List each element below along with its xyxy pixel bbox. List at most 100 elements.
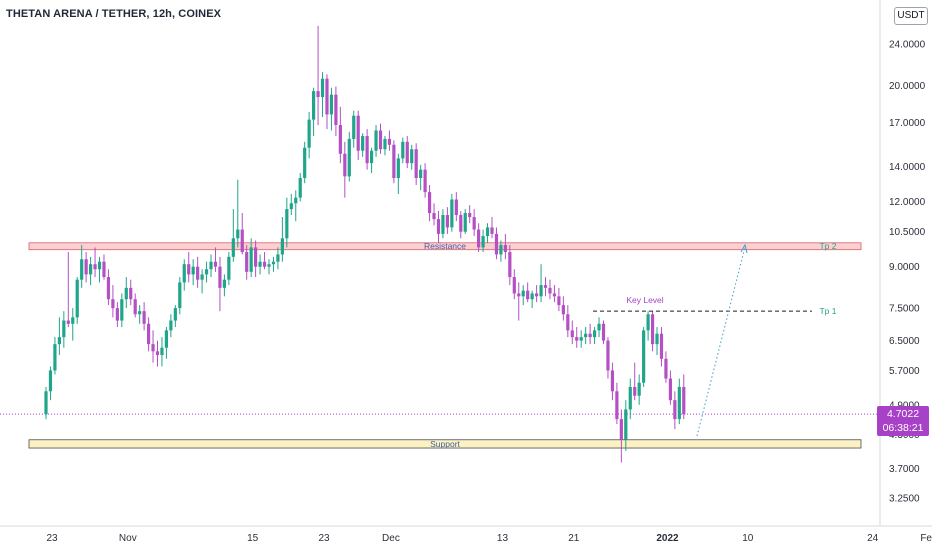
candle-down [557, 296, 561, 306]
time-tick-label: 15 [247, 533, 259, 544]
candle-down [668, 378, 672, 401]
candle-up [289, 203, 293, 210]
candle-up [160, 347, 164, 356]
candle-up [124, 287, 128, 300]
candle-down [650, 314, 655, 345]
candle-up [361, 136, 365, 151]
candle-up [637, 382, 641, 396]
time-axis[interactable]: 23 Nov 15 23 Dec 13 21 2022 10 24 Fe [46, 533, 932, 544]
time-tick-label: 23 [318, 533, 330, 544]
candle-down [133, 299, 137, 315]
candles-layer [44, 25, 686, 463]
candle-down [316, 91, 320, 98]
candle-up [97, 261, 102, 270]
candle-down [588, 333, 592, 338]
candle-down [682, 386, 686, 415]
candle-up [584, 333, 588, 338]
candle-up [401, 141, 405, 159]
arrow-head [740, 243, 748, 254]
candle-down [106, 277, 111, 300]
candle-up [521, 290, 525, 297]
support-label: Support [430, 439, 460, 449]
annotations-layer: Resistance Support Tp 2 Key Level Tp 1 [424, 241, 837, 449]
candle-down [561, 305, 565, 315]
candle-up [231, 238, 235, 257]
candle-down [151, 344, 155, 352]
candle-down [387, 138, 392, 145]
candle-up [396, 158, 400, 179]
candle-up [369, 150, 374, 164]
candle-down [454, 199, 458, 216]
candle-up [655, 333, 659, 345]
candle-up [383, 138, 387, 150]
time-tick-label: 23 [46, 533, 58, 544]
candle-down [673, 400, 677, 420]
candle-up [191, 266, 195, 275]
candle-up [164, 330, 169, 348]
candle-up [592, 330, 597, 338]
time-tick-label: Dec [382, 533, 400, 544]
support-zone [28, 439, 862, 449]
candle-up [71, 317, 75, 324]
candle-down [619, 419, 623, 440]
candle-down [392, 144, 396, 179]
tp2-label: Tp 2 [819, 241, 836, 251]
candle-down [196, 266, 200, 280]
candle-up [53, 344, 57, 371]
candle-down [338, 124, 342, 154]
candle-up [285, 209, 289, 239]
candle-up [450, 199, 454, 228]
candle-up [280, 238, 284, 255]
price-tick-label: 12.0000 [889, 197, 926, 208]
candle-up [642, 330, 646, 383]
candle-up [227, 256, 231, 280]
last-price-value: 4.7022 [886, 408, 920, 420]
candle-up [169, 320, 173, 331]
candle-countdown: 06:38:21 [882, 422, 924, 434]
currency-badge[interactable]: USDT [894, 7, 928, 25]
zones-layer [0, 242, 880, 449]
candle-down [659, 333, 664, 359]
candle-up [312, 91, 316, 120]
candle-up [236, 229, 240, 239]
price-tick-label: 5.7000 [889, 366, 920, 377]
candle-up [120, 299, 124, 321]
candle-up [485, 227, 490, 237]
key-level-label: Key Level [626, 295, 663, 305]
last-price-badge: 4.7022 06:38:21 [877, 406, 929, 436]
candle-up [276, 254, 280, 262]
candle-down [213, 261, 218, 267]
candle-down [459, 215, 463, 232]
price-tick-label: 3.2500 [889, 494, 920, 505]
candle-down [543, 285, 548, 288]
candle-down [414, 149, 418, 179]
candle-down [240, 229, 244, 253]
candle-down [508, 252, 512, 278]
candle-down [66, 320, 70, 324]
candle-down [427, 192, 432, 214]
candle-up [173, 308, 177, 321]
time-tick-label: 2022 [656, 533, 679, 544]
candle-down [664, 358, 668, 379]
candle-down [115, 308, 119, 321]
candle-down [436, 219, 441, 234]
candle-down [423, 169, 427, 193]
candle-down [477, 229, 481, 248]
candle-down [606, 340, 610, 371]
candle-up [597, 323, 601, 331]
candle-up [222, 279, 226, 288]
candle-down [548, 287, 552, 294]
candle-up [249, 247, 253, 272]
candle-up [347, 138, 351, 177]
candle-down [570, 330, 574, 338]
candle-down [405, 141, 409, 164]
candle-up [57, 337, 61, 345]
candle-down [218, 266, 222, 288]
candle-up [352, 115, 356, 139]
time-tick-label: 13 [497, 533, 509, 544]
candle-down [146, 323, 151, 345]
candle-up [75, 279, 79, 318]
candle-down [432, 213, 436, 220]
